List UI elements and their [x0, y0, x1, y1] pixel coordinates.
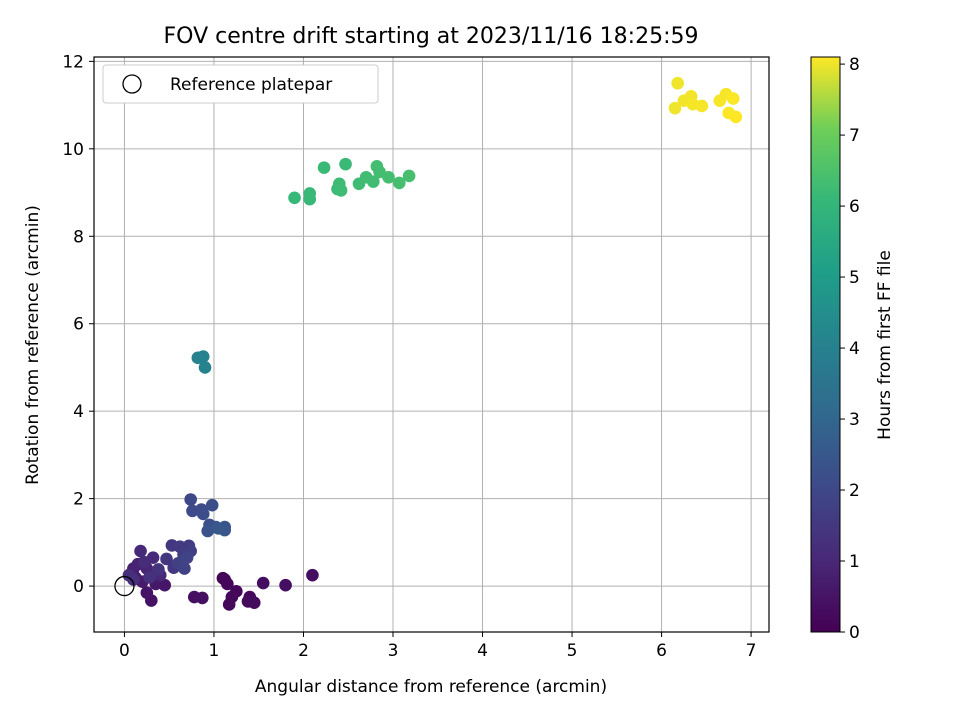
colorbar-tick-label: 3 [849, 410, 860, 430]
y-axis-label: Rotation from reference (arcmin) [23, 205, 43, 485]
plot-frame [93, 56, 770, 633]
data-point [134, 544, 147, 558]
x-tick-label: 6 [656, 641, 667, 661]
data-point [127, 573, 140, 586]
colorbar: 0 1 2 3 4 5 6 7 8 Hours from first FF file [810, 55, 895, 643]
data-point [196, 507, 210, 521]
data-point [201, 524, 214, 538]
y-tick-label: 0 [73, 577, 84, 597]
y-tick-label: 10 [62, 140, 84, 160]
x-tick-label: 3 [388, 641, 399, 661]
grid [94, 57, 769, 632]
legend-marker-reference [122, 74, 142, 94]
colorbar-tick-label: 7 [849, 126, 860, 146]
data-point [695, 99, 709, 113]
colorbar-tick-label: 2 [849, 481, 860, 501]
data-point [198, 361, 212, 374]
data-point [140, 586, 154, 599]
colorbar-gradient [810, 56, 841, 633]
data-point [668, 101, 682, 115]
data-point [143, 571, 156, 584]
x-tick-label: 7 [746, 641, 757, 661]
data-point [729, 110, 743, 124]
colorbar-tick-label: 6 [849, 197, 860, 217]
colorbar-tick-label: 5 [849, 268, 860, 288]
data-point [671, 76, 684, 90]
data-point [392, 176, 406, 190]
data-point [152, 563, 165, 576]
data-point [221, 577, 234, 591]
data-point [196, 350, 210, 363]
y-tick-label: 12 [62, 52, 84, 72]
reference-platepar-marker [114, 575, 135, 597]
x-axis-label: Angular distance from reference (arcmin) [255, 677, 607, 697]
data-point [339, 157, 352, 171]
data-point [256, 576, 270, 590]
colorbar-tick-label: 1 [849, 552, 860, 572]
y-axis: 0 2 4 6 8 10 12 [62, 52, 94, 597]
colorbar-ticks: 0 1 2 3 4 5 6 7 8 [840, 55, 860, 643]
colorbar-label: Hours from first FF file [875, 250, 895, 440]
data-point [288, 191, 301, 205]
x-tick-label: 2 [298, 641, 309, 661]
legend: Reference platepar [102, 64, 379, 104]
x-tick-label: 4 [477, 641, 488, 661]
data-point [279, 578, 292, 592]
x-tick-label: 5 [567, 641, 578, 661]
chart-title: FOV centre drift starting at 2023/11/16 … [164, 24, 699, 49]
colorbar-tick-label: 4 [849, 339, 860, 359]
data-point [196, 591, 209, 605]
data-point [367, 175, 380, 188]
data-point [137, 555, 151, 569]
y-tick-label: 6 [73, 315, 84, 335]
data-point [247, 596, 261, 610]
data-point [178, 562, 191, 575]
data-point [382, 170, 395, 184]
legend-box [102, 64, 379, 104]
x-axis: 0 1 2 3 4 5 6 7 [119, 632, 757, 661]
colorbar-tick-label: 0 [849, 623, 860, 643]
data-point [334, 184, 348, 197]
data-point [160, 552, 173, 566]
data-point [726, 92, 740, 105]
data-point [205, 498, 219, 512]
colorbar-tick-label: 8 [849, 55, 860, 75]
x-tick-label: 0 [119, 641, 130, 661]
y-tick-label: 4 [73, 402, 84, 422]
legend-label-reference: Reference platepar [170, 75, 332, 95]
data-point [303, 187, 317, 200]
data-point [180, 551, 194, 564]
data-point [184, 493, 197, 506]
data-points [114, 76, 743, 611]
data-point [317, 161, 331, 174]
data-point [222, 598, 236, 611]
y-tick-label: 2 [73, 490, 84, 510]
y-tick-label: 8 [73, 227, 84, 247]
data-point [212, 522, 225, 535]
data-point [402, 169, 416, 183]
data-point [306, 568, 319, 582]
x-tick-label: 1 [209, 641, 220, 661]
